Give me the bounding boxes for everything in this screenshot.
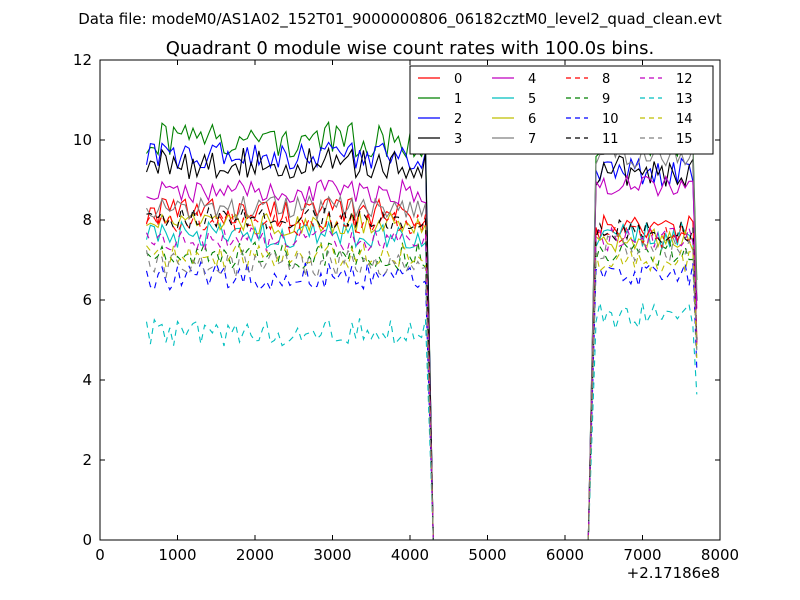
- x-tick-label: 8000: [701, 546, 739, 564]
- y-tick-label: 10: [73, 131, 92, 149]
- legend-label-13: 13: [676, 92, 693, 107]
- y-tick-label: 12: [73, 51, 92, 69]
- series-line-11: [146, 206, 698, 540]
- y-tick-label: 2: [82, 451, 92, 469]
- series-line-14: [146, 242, 698, 540]
- legend-label-8: 8: [602, 72, 610, 87]
- series-line-13: [145, 302, 698, 540]
- series-line-5: [145, 220, 698, 540]
- series-lines: [145, 120, 698, 540]
- legend-label-11: 11: [602, 132, 619, 147]
- x-axis-offset-label: +2.17186e8: [627, 564, 720, 582]
- x-tick-label: 7000: [623, 546, 661, 564]
- y-tick-label: 8: [82, 211, 92, 229]
- chart-title: Quadrant 0 module wise count rates with …: [166, 38, 655, 59]
- legend-label-9: 9: [602, 92, 610, 107]
- legend-label-3: 3: [454, 132, 462, 147]
- legend-label-10: 10: [602, 112, 619, 127]
- legend-label-12: 12: [676, 72, 693, 87]
- y-tick-label: 0: [82, 531, 92, 549]
- series-line-1: [146, 120, 698, 540]
- series-line-6: [146, 211, 698, 540]
- legend-label-7: 7: [528, 132, 536, 147]
- series-line-3: [145, 146, 698, 540]
- x-tick-label: 0: [95, 546, 105, 564]
- y-tick-label: 6: [82, 291, 92, 309]
- series-line-9: [146, 239, 698, 540]
- series-line-10: [145, 260, 698, 540]
- legend-label-0: 0: [454, 72, 462, 87]
- legend-label-2: 2: [454, 112, 462, 127]
- plot-area: 0 1000 2000 3000 4000 5000 6000 7000 8000 0 2 4 6 8 1…: [73, 51, 739, 582]
- series-line-15: [145, 233, 698, 540]
- series-line-8: [146, 210, 698, 540]
- series-line-12: [145, 226, 698, 540]
- legend-label-6: 6: [528, 112, 536, 127]
- series-line-7: [146, 143, 698, 540]
- legend-label-1: 1: [454, 92, 462, 107]
- legend-label-5: 5: [528, 92, 536, 107]
- x-tick-label: 5000: [468, 546, 506, 564]
- series-line-4: [146, 174, 698, 540]
- legend-frame: [409, 65, 714, 155]
- legend-label-4: 4: [528, 72, 536, 87]
- legend-label-15: 15: [676, 132, 693, 147]
- y-tick-label: 4: [82, 371, 92, 389]
- x-tick-label: 6000: [546, 546, 584, 564]
- series-line-2: [145, 141, 698, 540]
- x-axis-ticks: 0 1000 2000 3000 4000 5000 6000 7000 8000: [95, 60, 739, 564]
- x-tick-label: 3000: [313, 546, 351, 564]
- x-tick-label: 1000: [158, 546, 196, 564]
- data-file-suptitle: Data file: modeM0/AS1A02_152T01_90000008…: [78, 10, 722, 29]
- x-tick-label: 2000: [236, 546, 274, 564]
- legend-label-14: 14: [676, 112, 693, 127]
- x-tick-label: 4000: [391, 546, 429, 564]
